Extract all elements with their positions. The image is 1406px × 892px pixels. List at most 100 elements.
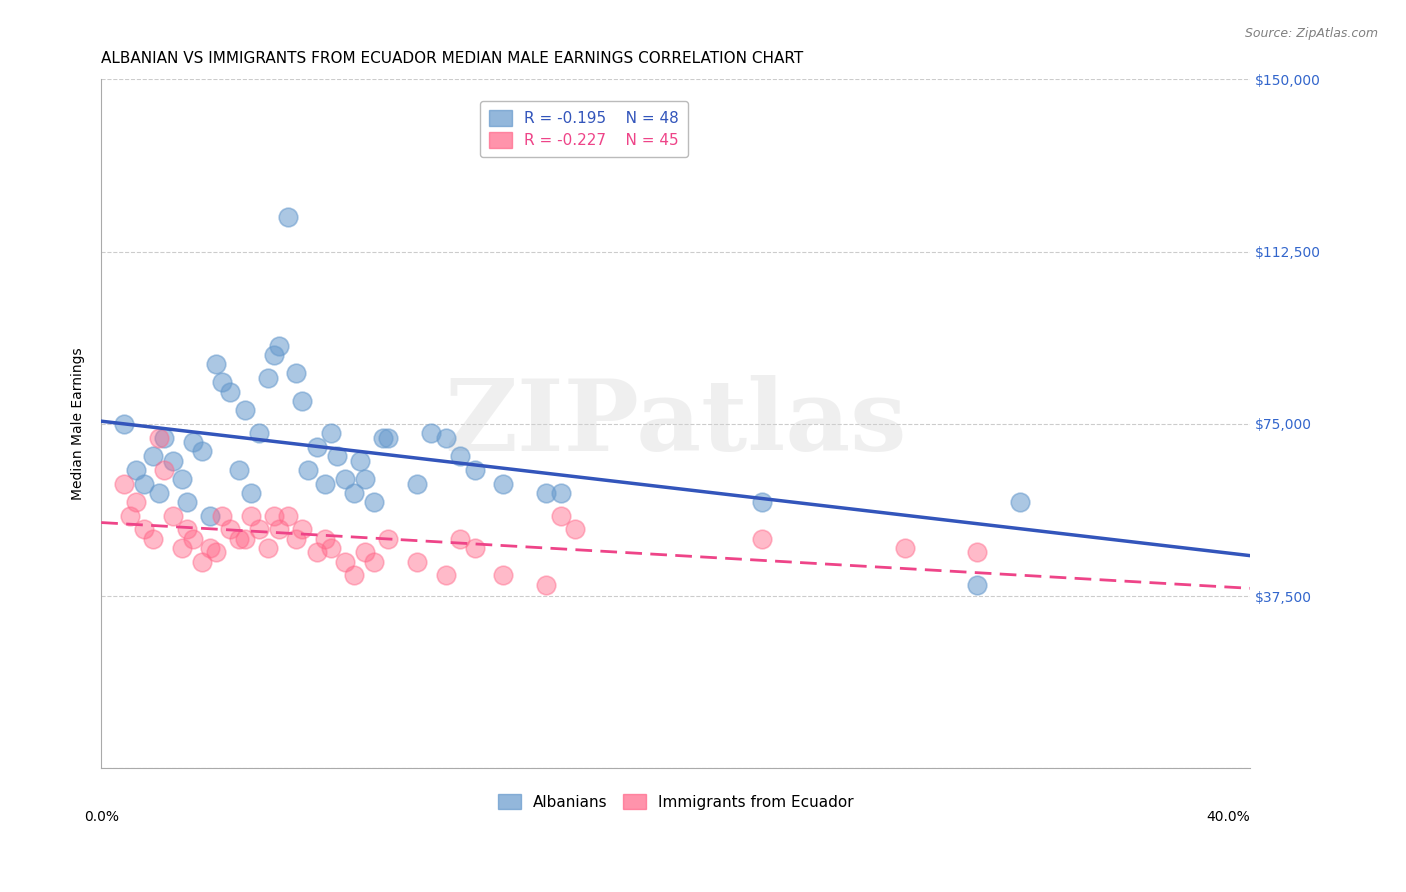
Point: [200, 508, 222, 523]
Point: [112, 417, 135, 431]
Point: [263, 348, 285, 362]
Point: [343, 568, 366, 582]
Point: [363, 555, 385, 569]
Point: [319, 541, 342, 555]
Point: [335, 555, 357, 569]
Point: [463, 541, 485, 555]
Point: [751, 532, 773, 546]
Point: [363, 495, 385, 509]
Point: [233, 403, 256, 417]
Point: [291, 523, 314, 537]
Point: [170, 541, 193, 555]
Point: [239, 485, 262, 500]
Point: [190, 444, 212, 458]
Point: [219, 384, 242, 399]
Text: ALBANIAN VS IMMIGRANTS FROM ECUADOR MEDIAN MALE EARNINGS CORRELATION CHART: ALBANIAN VS IMMIGRANTS FROM ECUADOR MEDI…: [101, 51, 803, 66]
Point: [228, 532, 250, 546]
Point: [118, 508, 141, 523]
Point: [297, 463, 319, 477]
Point: [371, 431, 394, 445]
Point: [200, 541, 222, 555]
Point: [277, 210, 299, 224]
Point: [536, 577, 558, 591]
Point: [434, 568, 457, 582]
Point: [492, 568, 515, 582]
Point: [449, 449, 471, 463]
Point: [285, 532, 308, 546]
Point: [463, 463, 485, 477]
Point: [162, 508, 184, 523]
Point: [377, 532, 399, 546]
Point: [564, 523, 586, 537]
Point: [142, 449, 165, 463]
Point: [176, 523, 198, 537]
Point: [124, 495, 146, 509]
Point: [291, 393, 314, 408]
Point: [550, 508, 572, 523]
Point: [492, 476, 515, 491]
Point: [349, 453, 371, 467]
Point: [966, 545, 988, 559]
Point: [228, 463, 250, 477]
Point: [277, 508, 299, 523]
Point: [153, 431, 176, 445]
Point: [434, 431, 457, 445]
Point: [134, 476, 156, 491]
Point: [190, 555, 212, 569]
Y-axis label: Median Male Earnings: Median Male Earnings: [72, 348, 86, 500]
Point: [269, 339, 291, 353]
Point: [751, 495, 773, 509]
Point: [181, 435, 204, 450]
Point: [142, 532, 165, 546]
Point: [256, 541, 278, 555]
Text: 0.0%: 0.0%: [84, 810, 118, 823]
Point: [205, 545, 228, 559]
Point: [550, 485, 572, 500]
Point: [205, 357, 228, 371]
Text: 40.0%: 40.0%: [1206, 810, 1250, 823]
Point: [420, 425, 443, 440]
Point: [305, 440, 328, 454]
Point: [247, 523, 270, 537]
Point: [449, 532, 471, 546]
Point: [181, 532, 204, 546]
Point: [263, 508, 285, 523]
Point: [176, 495, 198, 509]
Point: [314, 532, 336, 546]
Point: [343, 485, 366, 500]
Point: [1010, 495, 1032, 509]
Point: [211, 508, 233, 523]
Point: [134, 523, 156, 537]
Point: [314, 476, 336, 491]
Point: [305, 545, 328, 559]
Point: [256, 371, 278, 385]
Point: [211, 376, 233, 390]
Point: [247, 425, 270, 440]
Point: [148, 485, 170, 500]
Point: [406, 555, 429, 569]
Point: [335, 472, 357, 486]
Point: [285, 366, 308, 380]
Point: [269, 523, 291, 537]
Point: [162, 453, 184, 467]
Text: Source: ZipAtlas.com: Source: ZipAtlas.com: [1244, 27, 1378, 40]
Point: [354, 545, 377, 559]
Point: [894, 541, 917, 555]
Point: [153, 463, 176, 477]
Point: [319, 425, 342, 440]
Point: [148, 431, 170, 445]
Point: [406, 476, 429, 491]
Point: [325, 449, 347, 463]
Point: [219, 523, 242, 537]
Point: [233, 532, 256, 546]
Text: ZIPatlas: ZIPatlas: [444, 376, 907, 472]
Point: [112, 476, 135, 491]
Point: [536, 485, 558, 500]
Point: [354, 472, 377, 486]
Point: [239, 508, 262, 523]
Point: [124, 463, 146, 477]
Point: [966, 577, 988, 591]
Point: [377, 431, 399, 445]
Point: [170, 472, 193, 486]
Legend: Albanians, Immigrants from Ecuador: Albanians, Immigrants from Ecuador: [492, 788, 859, 816]
